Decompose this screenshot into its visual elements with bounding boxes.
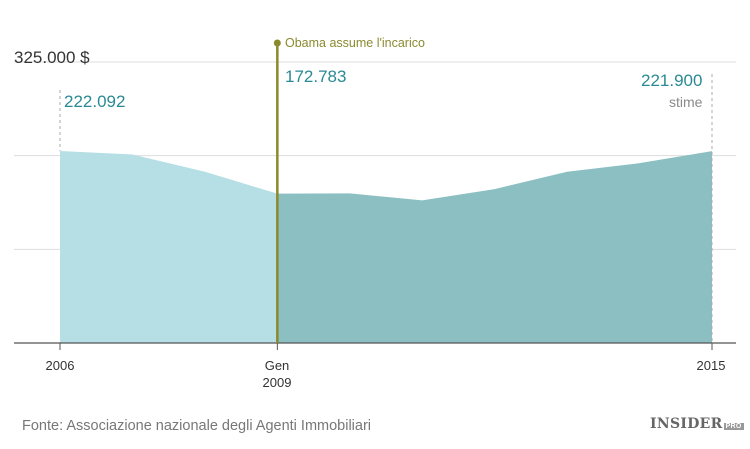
area-before-2009	[60, 150, 278, 343]
data-label-2015: 221.900	[641, 71, 703, 90]
x-tick-2009-label-1: Gen	[264, 358, 290, 373]
x-tick-2009: Gen 2009	[237, 358, 317, 390]
area-after-2009	[277, 151, 712, 343]
data-label-2009: 172.783	[285, 67, 347, 86]
x-tick-2009-label-2: 2009	[262, 375, 292, 390]
brand-name: INSIDER	[650, 416, 723, 432]
x-tick-2006: 2006	[20, 358, 100, 373]
brand-logo: INSIDER PRO	[650, 416, 744, 432]
y-axis-top-label: 325.000 $	[14, 48, 90, 67]
estimate-note: stime	[669, 94, 703, 110]
x-tick-2006-label: 2006	[45, 358, 75, 373]
annotation-dot	[273, 39, 281, 47]
source-note: Fonte: Associazione nazionale degli Agen…	[22, 418, 372, 434]
x-tick-2015-label: 2015	[696, 358, 726, 373]
annotation-label: Obama assume l'incarico	[285, 36, 425, 50]
brand-suffix: PRO	[723, 423, 744, 430]
x-tick-2015: 2015	[671, 358, 750, 373]
data-label-2006: 222.092	[64, 92, 126, 111]
